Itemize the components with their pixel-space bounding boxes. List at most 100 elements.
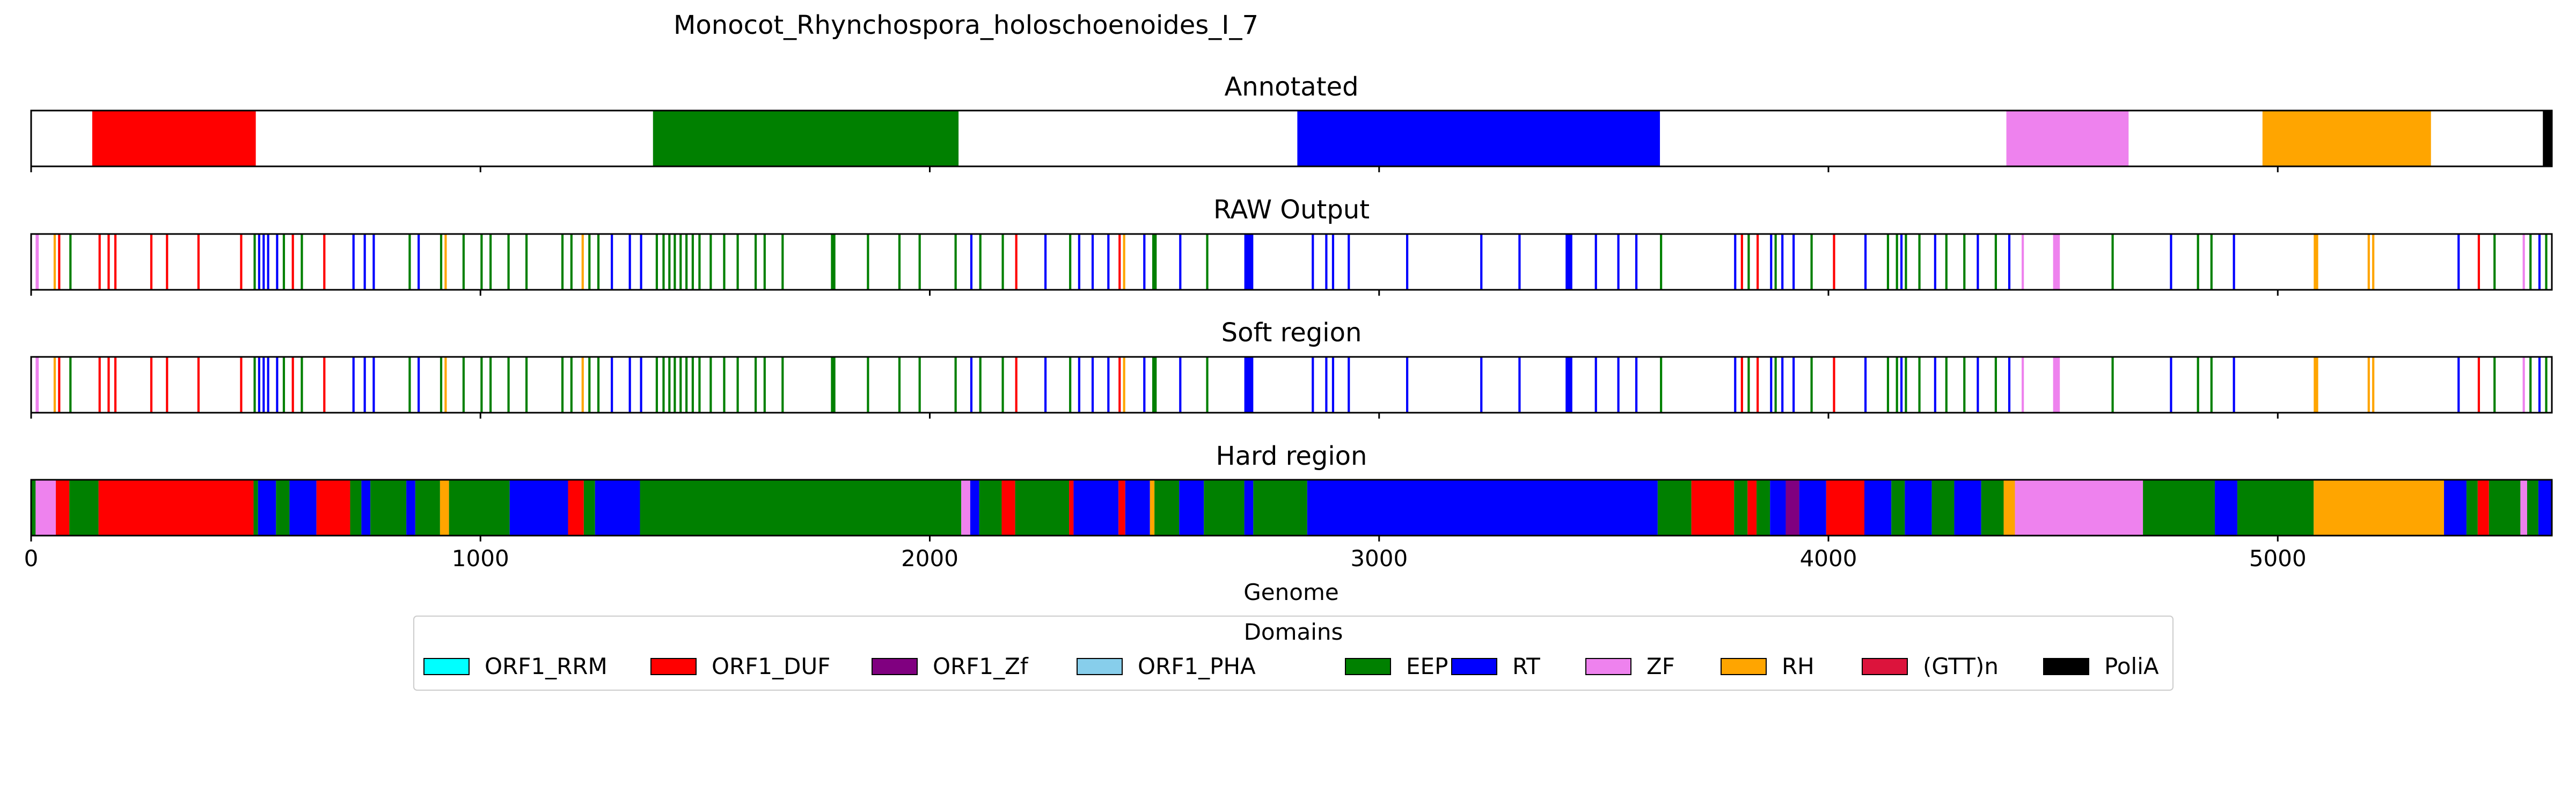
domain-segment-orf1-duf [150,357,153,413]
domain-segment-orf1-duf [58,357,61,413]
domain-segment-rt [262,357,265,413]
domain-segment-eep [489,357,492,413]
domain-segment-rt [1297,111,1660,166]
domain-segment-rh [2372,357,2375,413]
domain-segment-eep [525,234,528,290]
domain-segment-orf1-duf [56,480,70,536]
legend-label: ORF1_Zf [933,653,1029,679]
domain-segment-eep [918,234,921,290]
track-background [31,234,2552,290]
domain-segment-eep [2529,357,2532,413]
domain-segment-orf1-duf [1118,234,1121,290]
domain-segment-zf [2522,234,2525,290]
domain-segment-orf1-duf [107,357,110,413]
domain-segment-rt [1044,234,1047,290]
domain-segment-zf [2520,480,2527,536]
domain-segment-orf1-duf [240,234,243,290]
domain-segment-zf [2522,357,2525,413]
domain-segment-rh [2262,111,2431,166]
domain-segment-rt [640,357,642,413]
domain-segment-eep [1001,234,1004,290]
domain-segment-eep [655,357,658,413]
legend-entries: ORF1_RRM ORF1_DUF ORF1_Zf ORF1_PHA EEP RT ZF RH… [423,653,2159,679]
legend-label: ORF1_DUF [712,653,830,679]
domain-segment-eep [1774,234,1777,290]
domain-segment-eep [2529,234,2532,290]
domain-segment-orf1-duf [1747,480,1757,536]
domain-segment-orf1-duf [107,234,110,290]
track-title: Hard region [1216,441,1367,471]
domain-segment-eep [1747,357,1750,413]
track-title: Annotated [1224,72,1358,102]
domain-segment-eep [408,234,411,290]
track-background [31,357,2552,413]
domain-segment-zf [2053,234,2060,290]
domain-segment-rt [2538,480,2552,536]
legend-item-orf1-zf: ORF1_Zf [872,653,1029,679]
domain-segment-zf [35,357,39,413]
domain-segment-eep [754,357,757,413]
domain-segment-rt [1617,357,1620,413]
domain-segment-orf1-duf [568,480,584,536]
domain-segment-eep [1994,357,1997,413]
domain-segment-rt [1770,480,1786,536]
domain-segment-rt [1934,357,1936,413]
domain-segment-eep [282,357,286,413]
domain-segment-eep [691,234,694,290]
domain-segment-rt [1900,357,1903,413]
domain-segment-rt [2457,357,2460,413]
domain-segment-rh [2314,357,2318,413]
domain-segment-eep [1657,480,1692,536]
domain-segment-rt [1179,357,1182,413]
domain-segment-eep [2197,234,2199,290]
domain-segment-orf1-duf [1118,480,1125,536]
domain-segment-eep [370,480,407,536]
domain-segment-rt [276,234,279,290]
domain-segment-eep [781,234,784,290]
domain-segment-eep [867,357,869,413]
domain-segment-orf1-duf [1740,234,1743,290]
domain-segment-rt [1781,357,1784,413]
domain-segment-rt [2170,234,2172,290]
domain-segment-orf1-duf [1833,357,1835,413]
domain-segment-eep [674,357,676,413]
domain-segment-eep [691,357,694,413]
domain-segment-eep [685,357,688,413]
domain-segment-eep [2197,357,2199,413]
domain-segment-eep [698,357,701,413]
domain-segment-rt [361,480,371,536]
x-tick-label: 1000 [452,545,509,572]
domain-segment-rh [2367,357,2370,413]
domain-segment-rh [2003,480,2015,536]
domain-segment-eep [723,234,726,290]
domain-segment-eep [1204,480,1245,536]
domain-segment-rt [2538,357,2541,413]
domain-segment-eep [462,357,465,413]
domain-segment-orf1-duf [1015,234,1018,290]
domain-segment-eep [674,234,676,290]
legend-item-eep: EEP [1345,653,1448,679]
domain-segment-rt [1864,480,1892,536]
domain-segment-eep [1253,480,1307,536]
domain-segment-eep [415,480,440,536]
domain-segment-eep [679,357,682,413]
track-frame [30,109,2553,167]
domain-segment-eep [653,111,959,166]
domain-segment-eep [736,234,739,290]
domain-segment-orf1-duf [2477,234,2480,290]
track-frame [30,233,2553,291]
domain-segment-rt [1244,480,1254,536]
domain-segment-eep [763,234,766,290]
domain-segment-rt [1244,234,1254,290]
domain-segment-rt [276,357,279,413]
legend: Domains ORF1_RRM ORF1_DUF ORF1_Zf ORF1_PHA E… [413,616,2174,691]
legend-swatch [1077,658,1123,675]
domain-segment-eep [462,234,465,290]
x-tick-label: 2000 [901,545,958,572]
domain-segment-eep [698,234,701,290]
domain-segment-eep [1918,357,1921,413]
domain-segment-eep [709,357,712,413]
domain-segment-eep [1015,480,1070,536]
domain-segment-eep [408,357,411,413]
